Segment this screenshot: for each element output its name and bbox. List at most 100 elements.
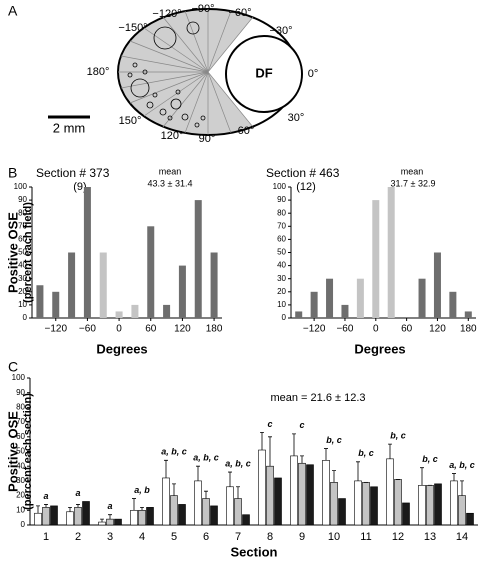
bar <box>326 278 334 318</box>
angle-label: 120° <box>161 130 184 142</box>
error-bar <box>228 471 232 487</box>
bar <box>290 455 298 526</box>
chart-title: Section # 463 <box>266 166 340 180</box>
bar <box>387 187 395 318</box>
bar <box>194 200 202 318</box>
annotation: a, b, c <box>225 458 251 468</box>
y-tick-label: 10 <box>16 505 25 514</box>
error-bar <box>172 483 176 496</box>
error-bar <box>132 498 136 511</box>
y-tick-label: 100 <box>12 373 26 382</box>
angle-label: 90° <box>199 133 216 145</box>
bar <box>258 449 266 526</box>
radial-lines <box>118 9 254 135</box>
x-tick-label: 2 <box>75 531 81 543</box>
annotation: b, c <box>422 454 438 464</box>
bar <box>170 495 178 526</box>
bar <box>74 507 82 526</box>
y-tick-label: 80 <box>16 403 25 412</box>
annotation: a, b, c <box>193 453 219 463</box>
x-tick-label: 7 <box>235 531 241 543</box>
y-tick-label: 100 <box>14 182 28 191</box>
angle-label: −90° <box>191 3 214 15</box>
x-tick-label: 9 <box>299 531 305 543</box>
bar <box>66 511 74 526</box>
y-tick-label: 40 <box>18 261 27 270</box>
x-tick-label: 60 <box>145 324 157 335</box>
bar <box>130 509 138 526</box>
bar <box>458 495 466 526</box>
angle-label: −120° <box>152 8 181 20</box>
x-tick-label: −120 <box>303 324 326 335</box>
x-tick-label: −60 <box>79 324 96 335</box>
bar <box>362 482 370 526</box>
x-tick-label: 4 <box>139 531 145 543</box>
bar <box>402 502 410 526</box>
bar <box>146 507 154 526</box>
bar <box>52 291 60 318</box>
error-bar <box>100 518 104 523</box>
bar <box>202 498 210 526</box>
y-tick-label: 10 <box>18 300 27 309</box>
stat-label: mean <box>401 166 424 176</box>
y-tick-label: 50 <box>16 447 25 456</box>
bar <box>131 304 139 318</box>
bar <box>418 485 426 526</box>
y-tick-label: 70 <box>16 417 25 426</box>
angle-label: −30° <box>269 25 292 37</box>
bar <box>210 505 218 526</box>
bar <box>106 518 114 526</box>
stat: 31.7 ± 32.9 <box>391 178 436 188</box>
x-tick-label: 10 <box>328 531 340 543</box>
chart-subtitle: (12) <box>296 181 316 193</box>
x-axis-label: Degrees <box>96 341 147 356</box>
error-bar <box>268 436 272 467</box>
annotation: b, c <box>358 448 374 458</box>
error-bar <box>260 431 264 451</box>
bar <box>50 505 58 526</box>
y-axis-label: Positive OSE <box>5 212 20 293</box>
bar <box>433 252 441 318</box>
bar <box>341 304 349 318</box>
stat-label: mean <box>159 166 182 176</box>
bar <box>242 514 250 526</box>
bar <box>372 200 380 318</box>
bar <box>68 252 76 318</box>
bar <box>450 480 458 526</box>
bar <box>83 187 91 318</box>
y-tick-label: 50 <box>277 248 286 257</box>
annotation: c <box>299 420 304 430</box>
annotation: a, b <box>134 485 150 495</box>
panel-label: A <box>8 3 18 19</box>
x-tick-label: 13 <box>424 531 436 543</box>
error-bar <box>140 506 144 511</box>
bar <box>226 486 234 526</box>
bar <box>42 507 50 526</box>
angle-label: 150° <box>119 115 142 127</box>
y-tick-label: 20 <box>277 287 286 296</box>
y-axis-label: Positive OSE <box>5 411 20 492</box>
x-tick-label: 5 <box>171 531 177 543</box>
annotation: a, b, c <box>161 447 187 457</box>
y-tick-label: 0 <box>23 313 28 322</box>
angle-label: 0° <box>308 68 319 80</box>
bar <box>356 278 364 318</box>
bar <box>178 265 186 318</box>
scale-label: 2 mm <box>53 120 86 135</box>
y-tick-label: 0 <box>282 313 287 322</box>
y-tick-label: 60 <box>16 432 25 441</box>
annotation: c <box>267 419 272 429</box>
disc-field <box>225 35 303 113</box>
bar <box>386 458 394 526</box>
y-tick-label: 70 <box>18 221 27 230</box>
chart-subtitle: (9) <box>73 181 86 193</box>
y-tick-label: 30 <box>18 274 27 283</box>
bar <box>370 486 378 526</box>
y-tick-label: 90 <box>18 195 27 204</box>
error-bar <box>236 486 240 499</box>
error-bar <box>300 455 304 464</box>
x-tick-label: −60 <box>336 324 353 335</box>
bar <box>138 509 146 526</box>
error-bar <box>324 448 328 461</box>
bar <box>210 252 218 318</box>
